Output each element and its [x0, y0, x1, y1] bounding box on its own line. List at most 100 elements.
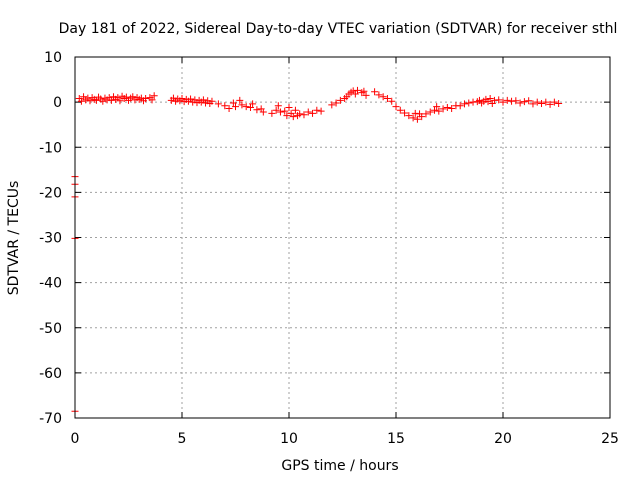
- data-point: [208, 97, 216, 105]
- data-point: [448, 104, 456, 112]
- x-tick-label: 5: [178, 431, 187, 447]
- data-point: [379, 93, 387, 101]
- x-tick-label: 10: [280, 431, 298, 447]
- data-point: [533, 98, 541, 106]
- data-point: [304, 108, 312, 116]
- data-point: [499, 98, 507, 106]
- data-point: [503, 96, 511, 104]
- data-point: [371, 88, 379, 96]
- data-point: [281, 107, 289, 115]
- data-point: [300, 111, 308, 119]
- data-point: [249, 100, 257, 108]
- data-point: [495, 96, 503, 104]
- y-tick-label: -30: [39, 231, 62, 247]
- grid-lines: [75, 57, 610, 418]
- data-point: [351, 90, 359, 98]
- data-point: [405, 112, 413, 120]
- data-point: [242, 103, 250, 111]
- data-point: [360, 87, 368, 95]
- data-point: [296, 110, 304, 118]
- data-point: [272, 106, 280, 114]
- data-point: [525, 97, 533, 105]
- data-point: [229, 99, 237, 107]
- data-point: [148, 96, 156, 104]
- data-point: [246, 104, 254, 112]
- data-point: [486, 95, 494, 103]
- data-point: [465, 99, 473, 107]
- data-point: [520, 98, 528, 106]
- data-point: [392, 103, 400, 111]
- data-point: [221, 102, 229, 110]
- data-point: [426, 108, 434, 116]
- y-tick-label: -40: [39, 276, 62, 292]
- data-point: [289, 113, 297, 121]
- data-point: [409, 114, 417, 122]
- data-point: [542, 98, 550, 106]
- data-point: [529, 100, 537, 108]
- data-point: [274, 102, 282, 110]
- data-point: [276, 108, 284, 116]
- data-point: [362, 91, 370, 99]
- y-axis-title: SDTVAR / TECUs: [6, 181, 22, 296]
- x-tick-label: 20: [494, 431, 512, 447]
- data-point: [285, 104, 293, 112]
- data-point: [353, 86, 361, 94]
- x-axis-title: GPS time / hours: [281, 458, 398, 474]
- data-point: [460, 100, 468, 108]
- data-point: [291, 106, 299, 114]
- data-point: [546, 100, 554, 108]
- data-point: [433, 103, 441, 111]
- data-point: [383, 95, 391, 103]
- data-point: [328, 101, 336, 109]
- data-point: [413, 115, 421, 123]
- data-point: [396, 106, 404, 114]
- data-point: [422, 110, 430, 118]
- data-point: [236, 96, 244, 104]
- chart-title: Day 181 of 2022, Sidereal Day-to-day VTE…: [59, 21, 618, 37]
- y-tick-label: 0: [53, 95, 62, 111]
- data-point: [309, 109, 317, 117]
- data-point: [555, 99, 563, 107]
- x-tick-label: 15: [387, 431, 405, 447]
- x-tick-label: 0: [71, 431, 80, 447]
- data-point: [214, 100, 222, 108]
- data-point: [268, 109, 276, 117]
- data-points: [71, 86, 563, 415]
- data-point: [77, 97, 85, 105]
- data-point: [107, 96, 115, 104]
- data-point: [116, 97, 124, 105]
- data-point: [150, 92, 158, 100]
- data-point: [456, 102, 464, 110]
- data-point: [232, 103, 239, 111]
- data-point: [142, 95, 150, 103]
- data-point: [313, 106, 321, 114]
- data-point: [439, 105, 447, 113]
- y-tick-label: 10: [44, 50, 62, 66]
- data-point: [283, 112, 291, 120]
- data-point: [538, 99, 546, 107]
- x-tick-label: 25: [601, 431, 619, 447]
- data-point: [512, 97, 520, 105]
- y-tick-label: -10: [39, 140, 62, 156]
- data-point: [259, 108, 267, 116]
- data-point: [443, 104, 451, 112]
- data-point: [418, 113, 426, 121]
- y-tick-label: -70: [39, 411, 62, 427]
- data-point: [550, 98, 558, 106]
- data-point: [253, 106, 261, 114]
- data-point: [225, 104, 233, 112]
- data-point: [336, 96, 344, 104]
- data-point: [435, 107, 443, 115]
- data-point: [388, 97, 396, 105]
- data-point: [401, 109, 409, 117]
- tick-labels: 0 5 10 15 20 25 -70 -60 -50 -40 -30 -20 -10 0 10: [39, 50, 619, 447]
- y-tick-label: -50: [39, 321, 62, 337]
- y-tick-label: -20: [39, 185, 62, 201]
- y-tick-label: -60: [39, 366, 62, 382]
- data-point: [431, 106, 439, 114]
- data-point: [516, 99, 524, 107]
- data-point: [238, 101, 246, 109]
- data-point: [317, 107, 325, 115]
- data-point: [375, 91, 383, 99]
